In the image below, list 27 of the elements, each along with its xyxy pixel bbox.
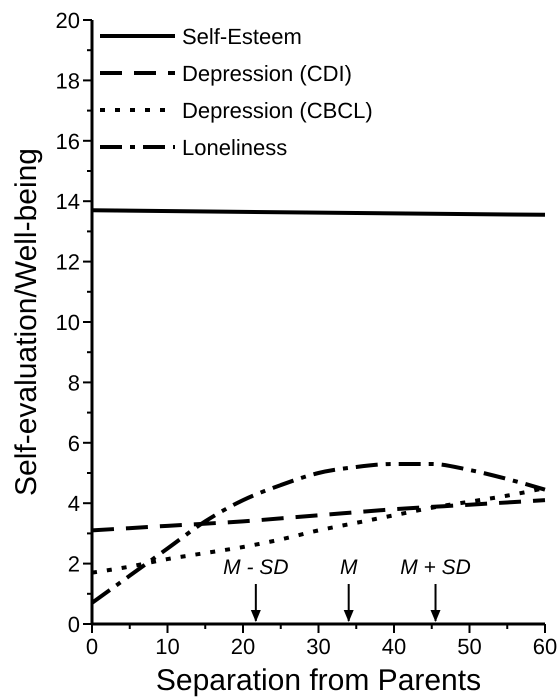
legend-label: Self-Esteem [182,24,302,49]
ref-line-label: M [340,556,358,579]
y-tick-label: 14 [56,189,80,214]
y-tick-label: 16 [56,128,80,154]
legend-label: Depression (CBCL) [182,98,373,123]
x-tick-label: 10 [155,634,180,659]
x-tick-label: 50 [457,634,482,659]
x-tick-label: 60 [532,634,558,659]
y-tick-label: 20 [56,8,80,33]
y-tick-label: 6 [68,430,80,456]
x-tick-label: 30 [306,634,331,659]
x-axis-title: Separation from Parents [156,664,482,697]
y-tick-label: 12 [56,250,80,275]
x-tick-label: 20 [230,634,256,659]
y-tick-label: 4 [68,491,80,516]
y-tick-label: 10 [56,310,80,335]
y-axis-title: Self-evaluation/Well-being [10,148,43,496]
legend-label: Depression (CDI) [182,61,352,86]
x-tick-label: 40 [382,634,406,659]
y-tick-label: 2 [68,552,80,577]
legend-label: Loneliness [182,135,288,160]
y-tick-label: 18 [56,68,80,94]
ref-line-label: M - SD [223,556,288,579]
x-tick-label: 0 [86,634,98,659]
y-tick-label: 0 [68,612,80,637]
ref-line-label: M + SD [400,556,471,579]
y-tick-label: 8 [68,370,80,396]
